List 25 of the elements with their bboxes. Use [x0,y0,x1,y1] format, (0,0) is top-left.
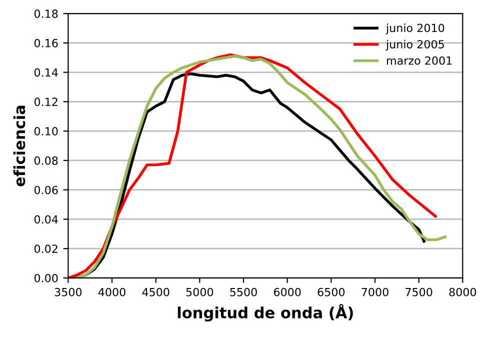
y-tick-label: 0.16 [34,38,58,48]
x-tick-label: 5000 [186,288,214,296]
x-axis-title: longitud de onda (Å) [178,304,353,322]
x-tick-label: 4500 [142,288,170,296]
y-tick-label: 0.12 [34,98,58,106]
y-tick-label: 0.02 [34,244,58,253]
y-tick-label: 0.10 [34,127,58,136]
x-tick-label: 7000 [362,288,388,296]
x-tick-label: 7500 [406,288,432,296]
y-tick-label: 0.04 [34,215,58,224]
x-tick-label: 3500 [54,288,82,296]
y-tick-label: 0.00 [34,274,58,282]
x-tick-label: 6500 [318,288,345,296]
legend-label: junio 2010 [386,24,444,34]
y-tick-label: 0.18 [34,10,58,18]
x-tick-label: 8000 [449,288,476,296]
y-tick-label: 0.06 [34,186,58,194]
y-axis-title: eficiencia [13,106,26,186]
x-tick-label: 5500 [230,288,257,296]
x-tick-label: 4000 [98,288,126,296]
legend-label: marzo 2001 [387,56,452,65]
legend-label: junio 2005 [386,40,444,51]
y-tick-label: 0.08 [34,156,58,165]
y-tick-label: 0.14 [34,68,58,77]
x-tick-label: 6000 [274,288,301,296]
